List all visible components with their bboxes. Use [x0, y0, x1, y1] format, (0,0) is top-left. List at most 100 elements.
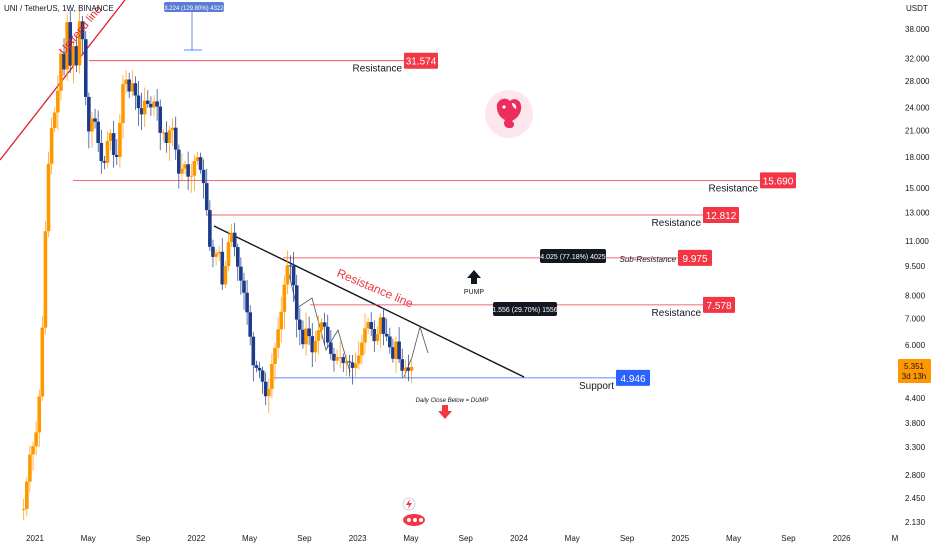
candle-body [248, 312, 252, 337]
price-tick-label: 38.000 [905, 25, 930, 34]
candle-body [363, 328, 367, 343]
candle-body [304, 328, 308, 345]
candle-body [201, 169, 206, 184]
time-tick-label: May [726, 534, 741, 543]
candle-body [83, 39, 88, 97]
symbol-title: UNI / TetherUS, 1W, BINANCE [4, 4, 114, 13]
candle-body [133, 83, 138, 96]
level-name: Resistance [709, 183, 759, 194]
candle-body [195, 157, 200, 162]
candle-body [71, 46, 76, 66]
candle-body [217, 251, 221, 254]
candle-body [360, 342, 364, 356]
time-tick-label: 2024 [510, 534, 528, 543]
candle-body [378, 317, 383, 335]
price-tick-label: 7.000 [905, 314, 926, 323]
candle-body [310, 336, 315, 353]
candle-body [276, 329, 280, 348]
price-tick-label: 11.000 [905, 237, 929, 246]
level-value-box [703, 207, 739, 224]
candle-body [394, 341, 398, 359]
candle-body [90, 118, 94, 132]
candle-body [198, 157, 203, 170]
candle-body [350, 362, 355, 368]
candle-body [409, 366, 414, 371]
time-tick-label: May [403, 534, 418, 543]
measure-2: 1.556 (29.70%) 1556 [492, 302, 558, 316]
candle-body [294, 285, 299, 320]
price-tick-label: 2.450 [905, 494, 926, 503]
candle-body [177, 149, 181, 174]
candle-body [267, 388, 271, 397]
measure-2-label: 1.556 (29.70%) 1556 [492, 307, 557, 314]
price-tick-label: 32.000 [905, 54, 930, 63]
level-name: Resistance [652, 218, 702, 229]
candle-body [270, 363, 274, 389]
measure-top-label: 43.224 (129.80%) 43224 [161, 6, 228, 12]
time-tick-label: Sep [620, 534, 635, 543]
pump-label: PUMP [464, 289, 485, 296]
level-value-box [760, 172, 796, 189]
candle-body [52, 112, 57, 129]
candle-body [325, 326, 330, 343]
candle-body [46, 163, 51, 232]
time-tick-label: 2025 [671, 534, 689, 543]
price-tick-label: 6.000 [905, 341, 926, 350]
projection-path [403, 325, 429, 378]
candle-body [332, 353, 336, 361]
candle-body [400, 359, 405, 371]
candle-body [313, 340, 318, 353]
level-name: Support [579, 381, 614, 392]
candle-body [338, 357, 342, 359]
price-tick-label: 28.000 [905, 77, 930, 86]
candle-body [397, 341, 401, 360]
candle-body [99, 142, 104, 162]
time-tick-label: 2023 [349, 534, 367, 543]
measure-1: 4.025 (77.18%) 4025 [540, 249, 606, 263]
price-tick-label: 21.000 [905, 126, 930, 135]
level-value-box [703, 296, 735, 313]
uniswap-logo-icon [485, 90, 533, 138]
candle-body [111, 133, 116, 155]
resistance-trendline [213, 225, 525, 378]
candle-body [136, 95, 141, 109]
level-value-box [404, 52, 438, 69]
price-tick-label: 15.000 [905, 184, 930, 193]
candle-body [155, 101, 159, 107]
candle-body [211, 246, 215, 257]
level-name: Resistance [353, 64, 403, 75]
time-tick-label: Sep [297, 534, 312, 543]
candle-body [369, 322, 373, 330]
candle-body [173, 127, 178, 150]
candle-body [189, 175, 194, 177]
price-tick-label: 24.000 [905, 104, 930, 113]
candle-body [68, 22, 73, 66]
candle-body [251, 336, 256, 366]
candle-body [235, 247, 240, 267]
time-axis[interactable]: 2021 May Sep 2022 May Sep 2023 May Sep 2024 May Sep… [0, 530, 932, 550]
time-tick-label: 2026 [833, 534, 851, 543]
price-tick-label: 18.000 [905, 153, 930, 162]
measure-1-label: 4.025 (77.18%) 4025 [540, 254, 605, 261]
candle-body [347, 361, 352, 363]
candle-body [186, 164, 190, 177]
level-value-box [678, 249, 712, 266]
candle-body [322, 322, 327, 327]
candle-body [344, 361, 349, 364]
candle-body [149, 103, 153, 108]
candle-body [319, 322, 324, 331]
price-axis[interactable]: 38.000 32.000 28.000 24.000 21.000 18.000 15.0… [897, 0, 932, 550]
level-name: Sub-Resistance [620, 255, 677, 264]
price-tick-label: 2.130 [905, 518, 926, 527]
candle-body [220, 251, 225, 285]
dump-arrow-icon [438, 405, 452, 419]
candle-body [242, 280, 246, 293]
candle-body [372, 329, 377, 342]
candle-body [108, 133, 113, 141]
candle-body [164, 132, 169, 143]
candle-body [170, 127, 175, 131]
time-tick-label: 2021 [26, 534, 44, 543]
level-name: Resistance [652, 308, 702, 319]
candle-body [43, 231, 48, 328]
